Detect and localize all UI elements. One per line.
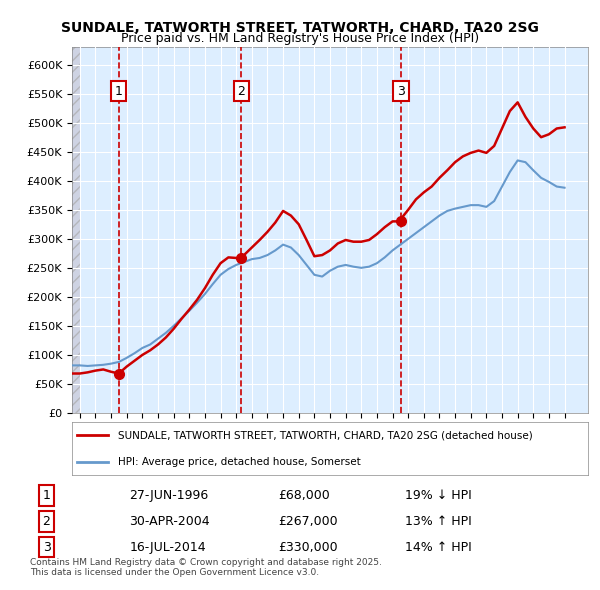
Text: 1: 1	[115, 84, 122, 97]
Text: £330,000: £330,000	[278, 540, 338, 554]
Text: 1: 1	[43, 489, 50, 502]
Text: 19% ↓ HPI: 19% ↓ HPI	[406, 489, 472, 502]
Text: Price paid vs. HM Land Registry's House Price Index (HPI): Price paid vs. HM Land Registry's House …	[121, 32, 479, 45]
Text: HPI: Average price, detached house, Somerset: HPI: Average price, detached house, Some…	[118, 457, 361, 467]
Text: 3: 3	[43, 540, 50, 554]
Text: 14% ↑ HPI: 14% ↑ HPI	[406, 540, 472, 554]
Text: Contains HM Land Registry data © Crown copyright and database right 2025.
This d: Contains HM Land Registry data © Crown c…	[30, 558, 382, 577]
Bar	[72, 47, 80, 413]
Bar	[72, 47, 80, 413]
Text: 13% ↑ HPI: 13% ↑ HPI	[406, 515, 472, 528]
Text: SUNDALE, TATWORTH STREET, TATWORTH, CHARD, TA20 2SG: SUNDALE, TATWORTH STREET, TATWORTH, CHAR…	[61, 21, 539, 35]
Text: 2: 2	[238, 84, 245, 97]
Text: £267,000: £267,000	[278, 515, 338, 528]
Text: 27-JUN-1996: 27-JUN-1996	[130, 489, 209, 502]
Text: 3: 3	[397, 84, 405, 97]
Text: 30-APR-2004: 30-APR-2004	[130, 515, 210, 528]
Text: £68,000: £68,000	[278, 489, 330, 502]
Text: 2: 2	[43, 515, 50, 528]
Text: 16-JUL-2014: 16-JUL-2014	[130, 540, 206, 554]
Text: SUNDALE, TATWORTH STREET, TATWORTH, CHARD, TA20 2SG (detached house): SUNDALE, TATWORTH STREET, TATWORTH, CHAR…	[118, 430, 533, 440]
